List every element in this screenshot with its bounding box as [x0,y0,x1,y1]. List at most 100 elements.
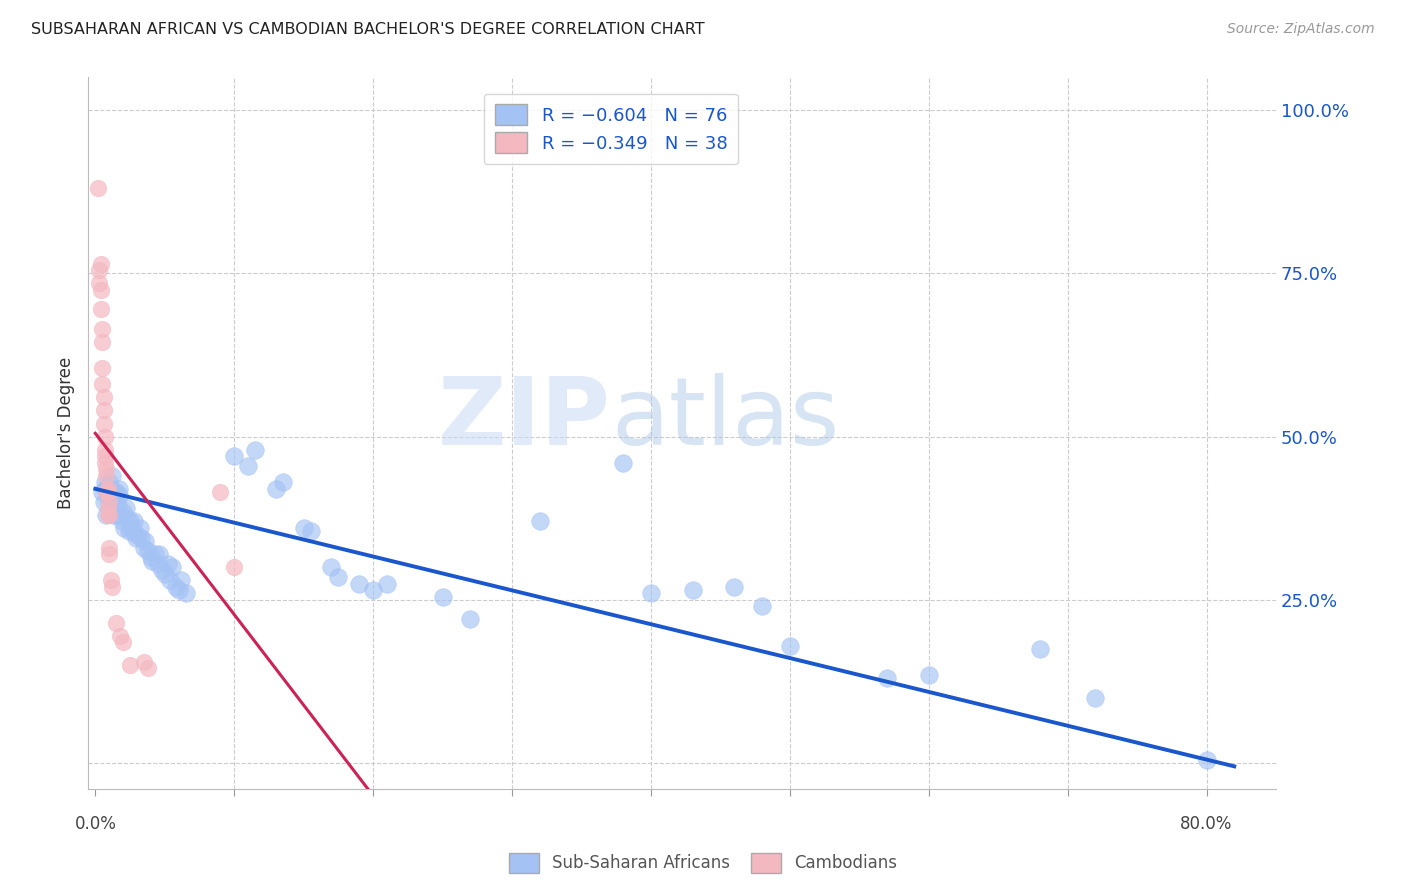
Point [292,521,315,535]
Point [98,485,121,500]
Point [432,590,454,604]
Point [120,521,142,535]
Point [89,263,111,277]
Point [165,580,187,594]
Point [271,475,294,490]
Point [110,629,132,643]
Point [100,573,122,587]
Point [94,442,117,457]
Point [1029,641,1052,656]
Point [93,495,115,509]
Text: 80.0%: 80.0% [1180,815,1233,833]
Point [141,554,163,568]
Point [167,582,190,597]
Point [97,485,120,500]
Point [918,668,941,682]
Point [104,501,127,516]
Point [170,573,193,587]
Point [209,485,232,500]
Point [89,276,111,290]
Point [143,547,166,561]
Point [117,511,139,525]
Text: Source: ZipAtlas.com: Source: ZipAtlas.com [1227,22,1375,37]
Point [107,498,129,512]
Point [150,564,173,578]
Point [640,586,662,600]
Point [129,531,152,545]
Point [108,482,131,496]
Point [98,541,121,555]
Point [91,334,114,349]
Point [134,534,156,549]
Point [156,557,179,571]
Point [96,485,118,500]
Point [90,256,112,270]
Point [98,547,121,561]
Point [91,361,114,376]
Point [97,488,120,502]
Point [612,456,634,470]
Point [132,541,155,555]
Point [112,635,135,649]
Point [87,181,110,195]
Point [90,302,112,317]
Point [128,521,150,535]
Y-axis label: Bachelor's Degree: Bachelor's Degree [58,357,75,509]
Point [529,515,551,529]
Point [94,456,117,470]
Point [136,661,159,675]
Point [110,508,132,522]
Point [160,560,183,574]
Point [115,501,138,516]
Point [96,508,118,522]
Point [1195,753,1218,767]
Point [94,429,117,443]
Point [98,475,121,490]
Point [146,557,169,571]
Point [125,527,148,541]
Point [224,449,246,463]
Point [132,655,155,669]
Point [96,462,118,476]
Point [236,458,259,473]
Point [107,508,129,522]
Point [105,615,128,630]
Point [91,322,114,336]
Point [114,521,136,535]
Point [139,550,162,565]
Point [105,495,128,509]
Point [98,508,121,522]
Point [98,495,121,509]
Point [375,576,398,591]
Point [299,524,322,539]
Point [103,508,125,522]
Point [93,403,115,417]
Point [111,515,134,529]
Point [112,505,135,519]
Text: ZIP: ZIP [439,373,612,465]
Point [100,482,122,496]
Point [101,468,124,483]
Point [101,495,124,509]
Text: SUBSAHARAN AFRICAN VS CAMBODIAN BACHELOR'S DEGREE CORRELATION CHART: SUBSAHARAN AFRICAN VS CAMBODIAN BACHELOR… [31,22,704,37]
Point [118,658,141,673]
Point [97,482,120,496]
Point [361,582,384,597]
Point [103,488,125,502]
Point [101,580,124,594]
Point [148,547,170,561]
Point [751,599,773,614]
Point [94,482,117,496]
Point [1084,690,1107,705]
Point [100,485,122,500]
Point [122,515,145,529]
Point [460,612,482,626]
Point [94,449,117,463]
Point [174,586,197,600]
Point [682,582,704,597]
Point [105,485,128,500]
Text: 0.0%: 0.0% [75,815,117,833]
Point [136,544,159,558]
Point [98,495,121,509]
Point [779,639,801,653]
